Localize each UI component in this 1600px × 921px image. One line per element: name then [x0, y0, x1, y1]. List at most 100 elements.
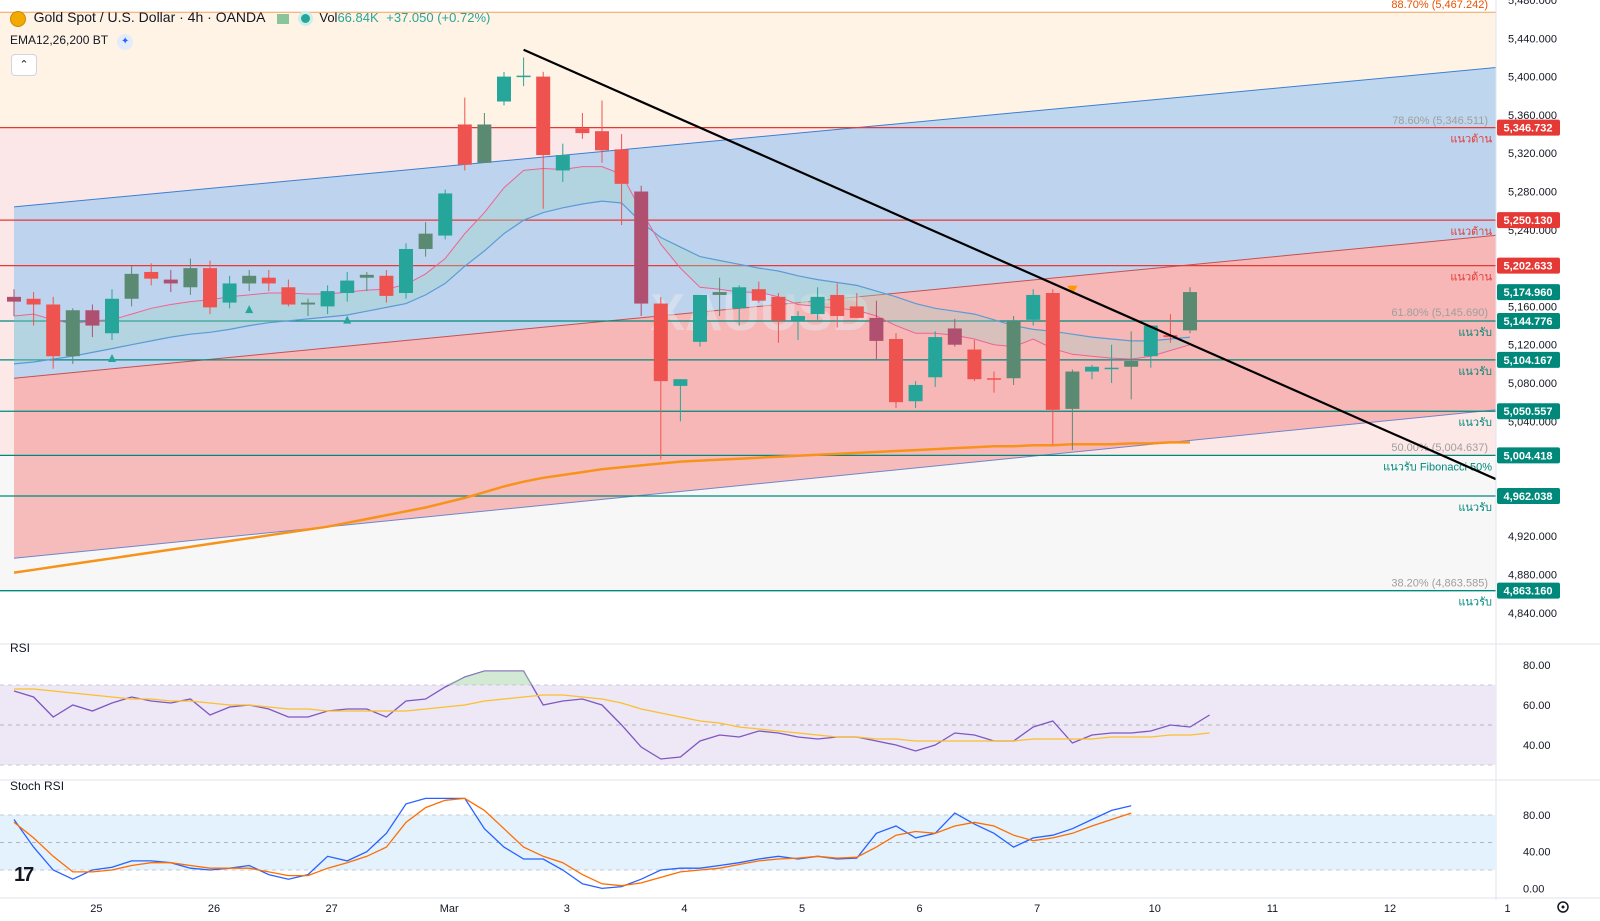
candle [1124, 331, 1139, 400]
candle-body [1183, 292, 1197, 331]
time-tick-label: 7 [1034, 903, 1040, 915]
candle-body [438, 193, 453, 236]
candle [928, 331, 943, 387]
candle [555, 143, 570, 182]
stoch-series-1 [13, 797, 1132, 887]
candle-body [1104, 367, 1119, 370]
candle [889, 333, 903, 408]
candle [124, 266, 139, 307]
candle [497, 71, 511, 106]
candle [516, 57, 531, 87]
candle [810, 287, 825, 320]
rsi-series-1 [14, 688, 1210, 742]
candle-body [124, 273, 139, 299]
candle-body [222, 283, 237, 303]
level-note: แนวรับ Fibonacci 50% [1383, 461, 1492, 473]
candle-body [928, 337, 943, 378]
level-price-badge [1497, 403, 1560, 420]
tradingview-logo[interactable]: 17 [14, 864, 34, 886]
candle [1085, 364, 1099, 380]
level-note: แนวรับ [1458, 327, 1492, 339]
candle [595, 100, 609, 163]
candle-body [65, 310, 80, 357]
candle [771, 293, 786, 343]
stoch-pane-title: Stoch RSI [10, 779, 65, 793]
candle-body [987, 378, 1001, 380]
candle [222, 275, 237, 309]
candle [85, 304, 100, 338]
indicator-settings-icon[interactable]: ✦ [117, 34, 134, 50]
candle [418, 222, 433, 257]
candle [242, 270, 257, 292]
time-tick-label: 27 [325, 903, 337, 915]
channel-upper-line [13, 60, 1563, 208]
candle-body [575, 128, 590, 134]
indicator-legend[interactable]: EMA12,26,200 BT ✦ [10, 33, 134, 50]
time-tick-label: 5 [799, 903, 805, 915]
candle-body [1006, 321, 1021, 379]
symbol-title[interactable]: Gold Spot / U.S. Dollar · 4h · OANDA [33, 9, 266, 25]
settings-gear-icon[interactable] [1557, 901, 1569, 913]
level-price-badge-text: 5,050.557 [1504, 406, 1553, 418]
candle [1045, 289, 1060, 445]
level-price-badge-text: 5,144.776 [1504, 316, 1553, 328]
candle-body [7, 296, 21, 302]
level-price-badge-text: 5,202.633 [1504, 261, 1553, 273]
candle [947, 318, 962, 347]
candle [65, 308, 80, 364]
candle-body [849, 306, 864, 318]
candle-body [1085, 366, 1099, 372]
candle [203, 260, 217, 315]
candle-body [320, 291, 335, 307]
candle-body [614, 149, 629, 184]
level-note: แนวต้าน [1450, 272, 1492, 284]
candle-body [418, 233, 433, 249]
candle-body [536, 76, 551, 156]
candle-body [947, 328, 962, 345]
candle-body [477, 124, 492, 163]
candle-body [732, 287, 747, 309]
last-price-badge-text: 5,174.960 [1504, 287, 1553, 299]
chart-header: Gold Spot / U.S. Dollar · 4h · OANDA Vol… [10, 9, 490, 27]
candle [46, 296, 61, 369]
candle [1183, 287, 1197, 334]
level-price-badge-text: 4,863.160 [1504, 586, 1553, 598]
collapse-legend-button[interactable]: ⌃ [11, 54, 37, 76]
channel-lower-line [13, 402, 1563, 559]
candle [751, 281, 766, 303]
candle [340, 271, 355, 302]
candle-body [1124, 361, 1139, 367]
candle [26, 292, 41, 326]
candle-body [144, 271, 159, 279]
buy-signal-arrow [245, 305, 254, 314]
vol-value: 66.84K [337, 10, 379, 25]
candle [105, 289, 119, 340]
gold-coin-icon [10, 10, 26, 27]
level-price-badge-text: 4,962.038 [1504, 491, 1553, 503]
level-note: แนวรับ [1458, 366, 1492, 378]
gear-ring [1557, 901, 1569, 913]
candle [7, 289, 21, 316]
level-price-badge [1497, 212, 1560, 229]
candle [281, 279, 296, 307]
candle [477, 112, 492, 163]
candle-body [653, 303, 668, 382]
level-price-badge [1497, 257, 1560, 274]
chevron-up-icon: ⌃ [19, 59, 29, 71]
market-status-icon[interactable] [277, 13, 290, 24]
price-tick-label: 5,080.000 [1508, 378, 1557, 390]
candle-body [967, 349, 982, 380]
candle [1143, 325, 1158, 368]
stoch-tick-label: 40.00 [1523, 847, 1551, 859]
price-tick-label: 4,840.000 [1508, 608, 1557, 620]
indicator-name[interactable]: EMA12,26,200 BT [10, 33, 108, 47]
rsi-pane-title: RSI [10, 641, 31, 655]
rsi-tick-label: 60.00 [1523, 700, 1551, 712]
level-price-badge [1497, 487, 1560, 504]
candle-body [673, 379, 688, 386]
candle [261, 270, 276, 292]
candle-body [261, 277, 276, 284]
candle-body [791, 316, 805, 321]
level-price-badge [1497, 351, 1560, 368]
